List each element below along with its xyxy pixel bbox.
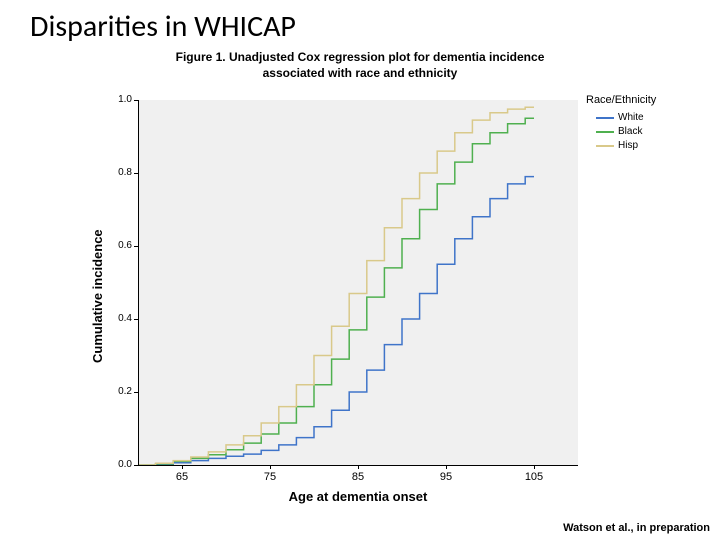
axis-line xyxy=(138,100,139,465)
series-black xyxy=(138,118,534,465)
slide-title: Disparities in WHICAP xyxy=(30,8,296,45)
legend-swatch xyxy=(596,145,614,147)
chart-region: Cumulative incidence Age at dementia ons… xyxy=(70,85,600,505)
y-tick-label: 0.2 xyxy=(108,386,132,397)
series-hisp xyxy=(138,107,534,465)
survival-curves xyxy=(70,85,588,475)
y-axis-title: Cumulative incidence xyxy=(90,229,105,363)
legend-item-hisp: Hisp xyxy=(596,140,638,151)
figure-title-line1: Figure 1. Unadjusted Cox regression plot… xyxy=(176,50,545,64)
x-tick-label: 65 xyxy=(167,471,197,483)
series-white xyxy=(138,177,534,465)
figure-title-line2: associated with race and ethnicity xyxy=(263,66,458,80)
x-tick-label: 75 xyxy=(255,471,285,483)
axis-line xyxy=(534,465,535,469)
x-axis-title: Age at dementia onset xyxy=(138,489,578,504)
axis-line xyxy=(134,392,138,393)
citation: Watson et al., in preparation xyxy=(563,522,710,534)
legend-label: Black xyxy=(618,126,642,137)
legend-swatch xyxy=(596,131,614,133)
axis-line xyxy=(134,465,138,466)
legend-item-black: Black xyxy=(596,126,642,137)
axis-line xyxy=(134,100,138,101)
axis-line xyxy=(270,465,271,469)
y-tick-label: 0.0 xyxy=(108,459,132,470)
x-tick-label: 95 xyxy=(431,471,461,483)
y-tick-label: 0.4 xyxy=(108,313,132,324)
axis-line xyxy=(358,465,359,469)
axis-line xyxy=(134,246,138,247)
y-tick-label: 1.0 xyxy=(108,94,132,105)
axis-line xyxy=(446,465,447,469)
x-tick-label: 85 xyxy=(343,471,373,483)
y-tick-label: 0.6 xyxy=(108,240,132,251)
axis-line xyxy=(134,319,138,320)
figure-title: Figure 1. Unadjusted Cox regression plot… xyxy=(0,50,720,81)
legend-label: White xyxy=(618,112,644,123)
y-tick-label: 0.8 xyxy=(108,167,132,178)
x-tick-label: 105 xyxy=(519,471,549,483)
axis-line xyxy=(134,173,138,174)
legend-title: Race/Ethnicity xyxy=(586,94,656,106)
legend-label: Hisp xyxy=(618,140,638,151)
axis-line xyxy=(182,465,183,469)
legend-swatch xyxy=(596,117,614,119)
legend-item-white: White xyxy=(596,112,644,123)
